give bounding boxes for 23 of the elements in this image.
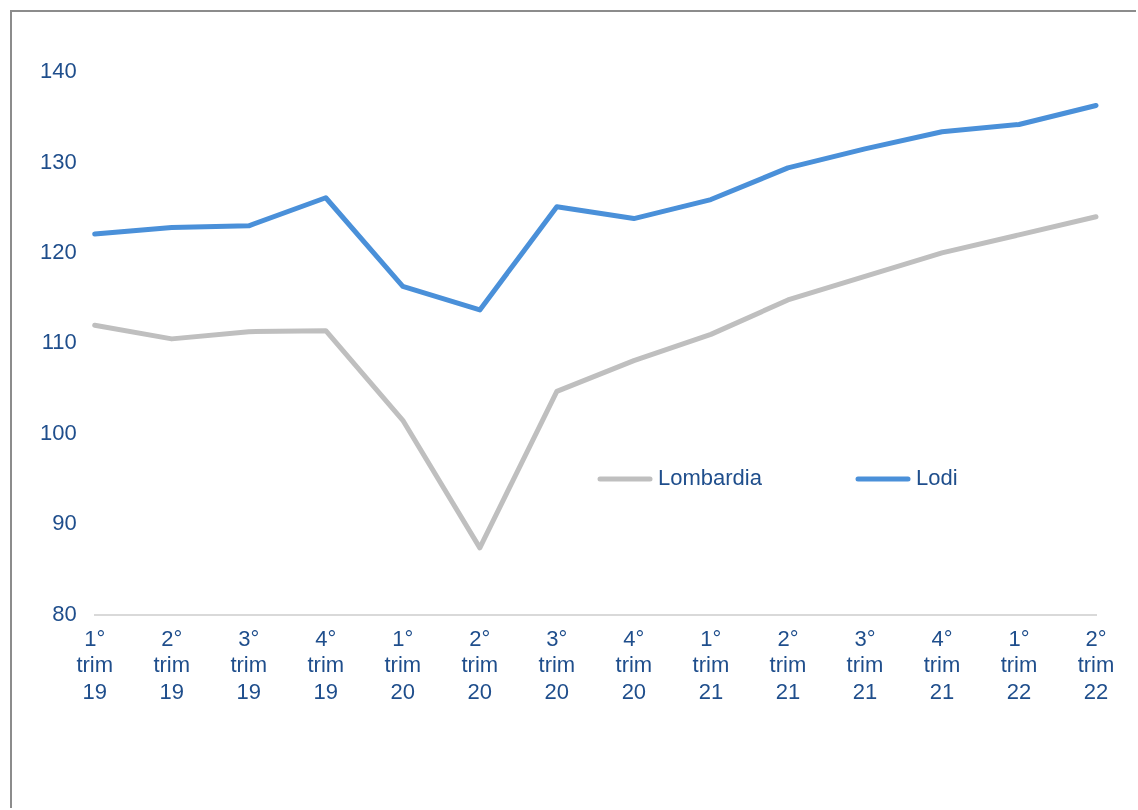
x-tick-label: 1° trim 20 <box>384 626 422 704</box>
x-tick-label: 2° trim 20 <box>461 626 499 704</box>
y-tick-label: 100 <box>39 419 77 445</box>
x-tick-label: 3° trim 21 <box>846 626 884 704</box>
x-tick-label: 4° trim 21 <box>923 626 961 704</box>
y-tick-label: 110 <box>41 329 77 355</box>
x-tick-label: 1° trim 19 <box>76 626 114 704</box>
y-tick-label: 140 <box>39 58 77 84</box>
x-tick-label: 3° trim 19 <box>230 626 268 704</box>
x-tick-label: 1° trim 22 <box>1000 626 1038 704</box>
y-tick-label: 120 <box>39 239 77 264</box>
legend-label: Lombardia <box>658 465 763 491</box>
y-tick-label: 80 <box>52 600 77 626</box>
y-tick-label: 90 <box>52 510 77 536</box>
x-tick-label: 2° trim 19 <box>153 626 191 704</box>
x-tick-label: 3° trim 20 <box>538 626 576 704</box>
x-tick-label: 4° trim 19 <box>307 626 345 704</box>
x-tick-label: 2° trim 22 <box>1077 626 1115 704</box>
x-tick-label: 4° trim 20 <box>615 626 653 704</box>
x-tick-label: 1° trim 21 <box>692 626 730 704</box>
y-tick-label: 130 <box>39 148 77 174</box>
x-tick-label: 2° trim 21 <box>769 626 807 704</box>
legend-label: Lodi <box>916 465 958 491</box>
